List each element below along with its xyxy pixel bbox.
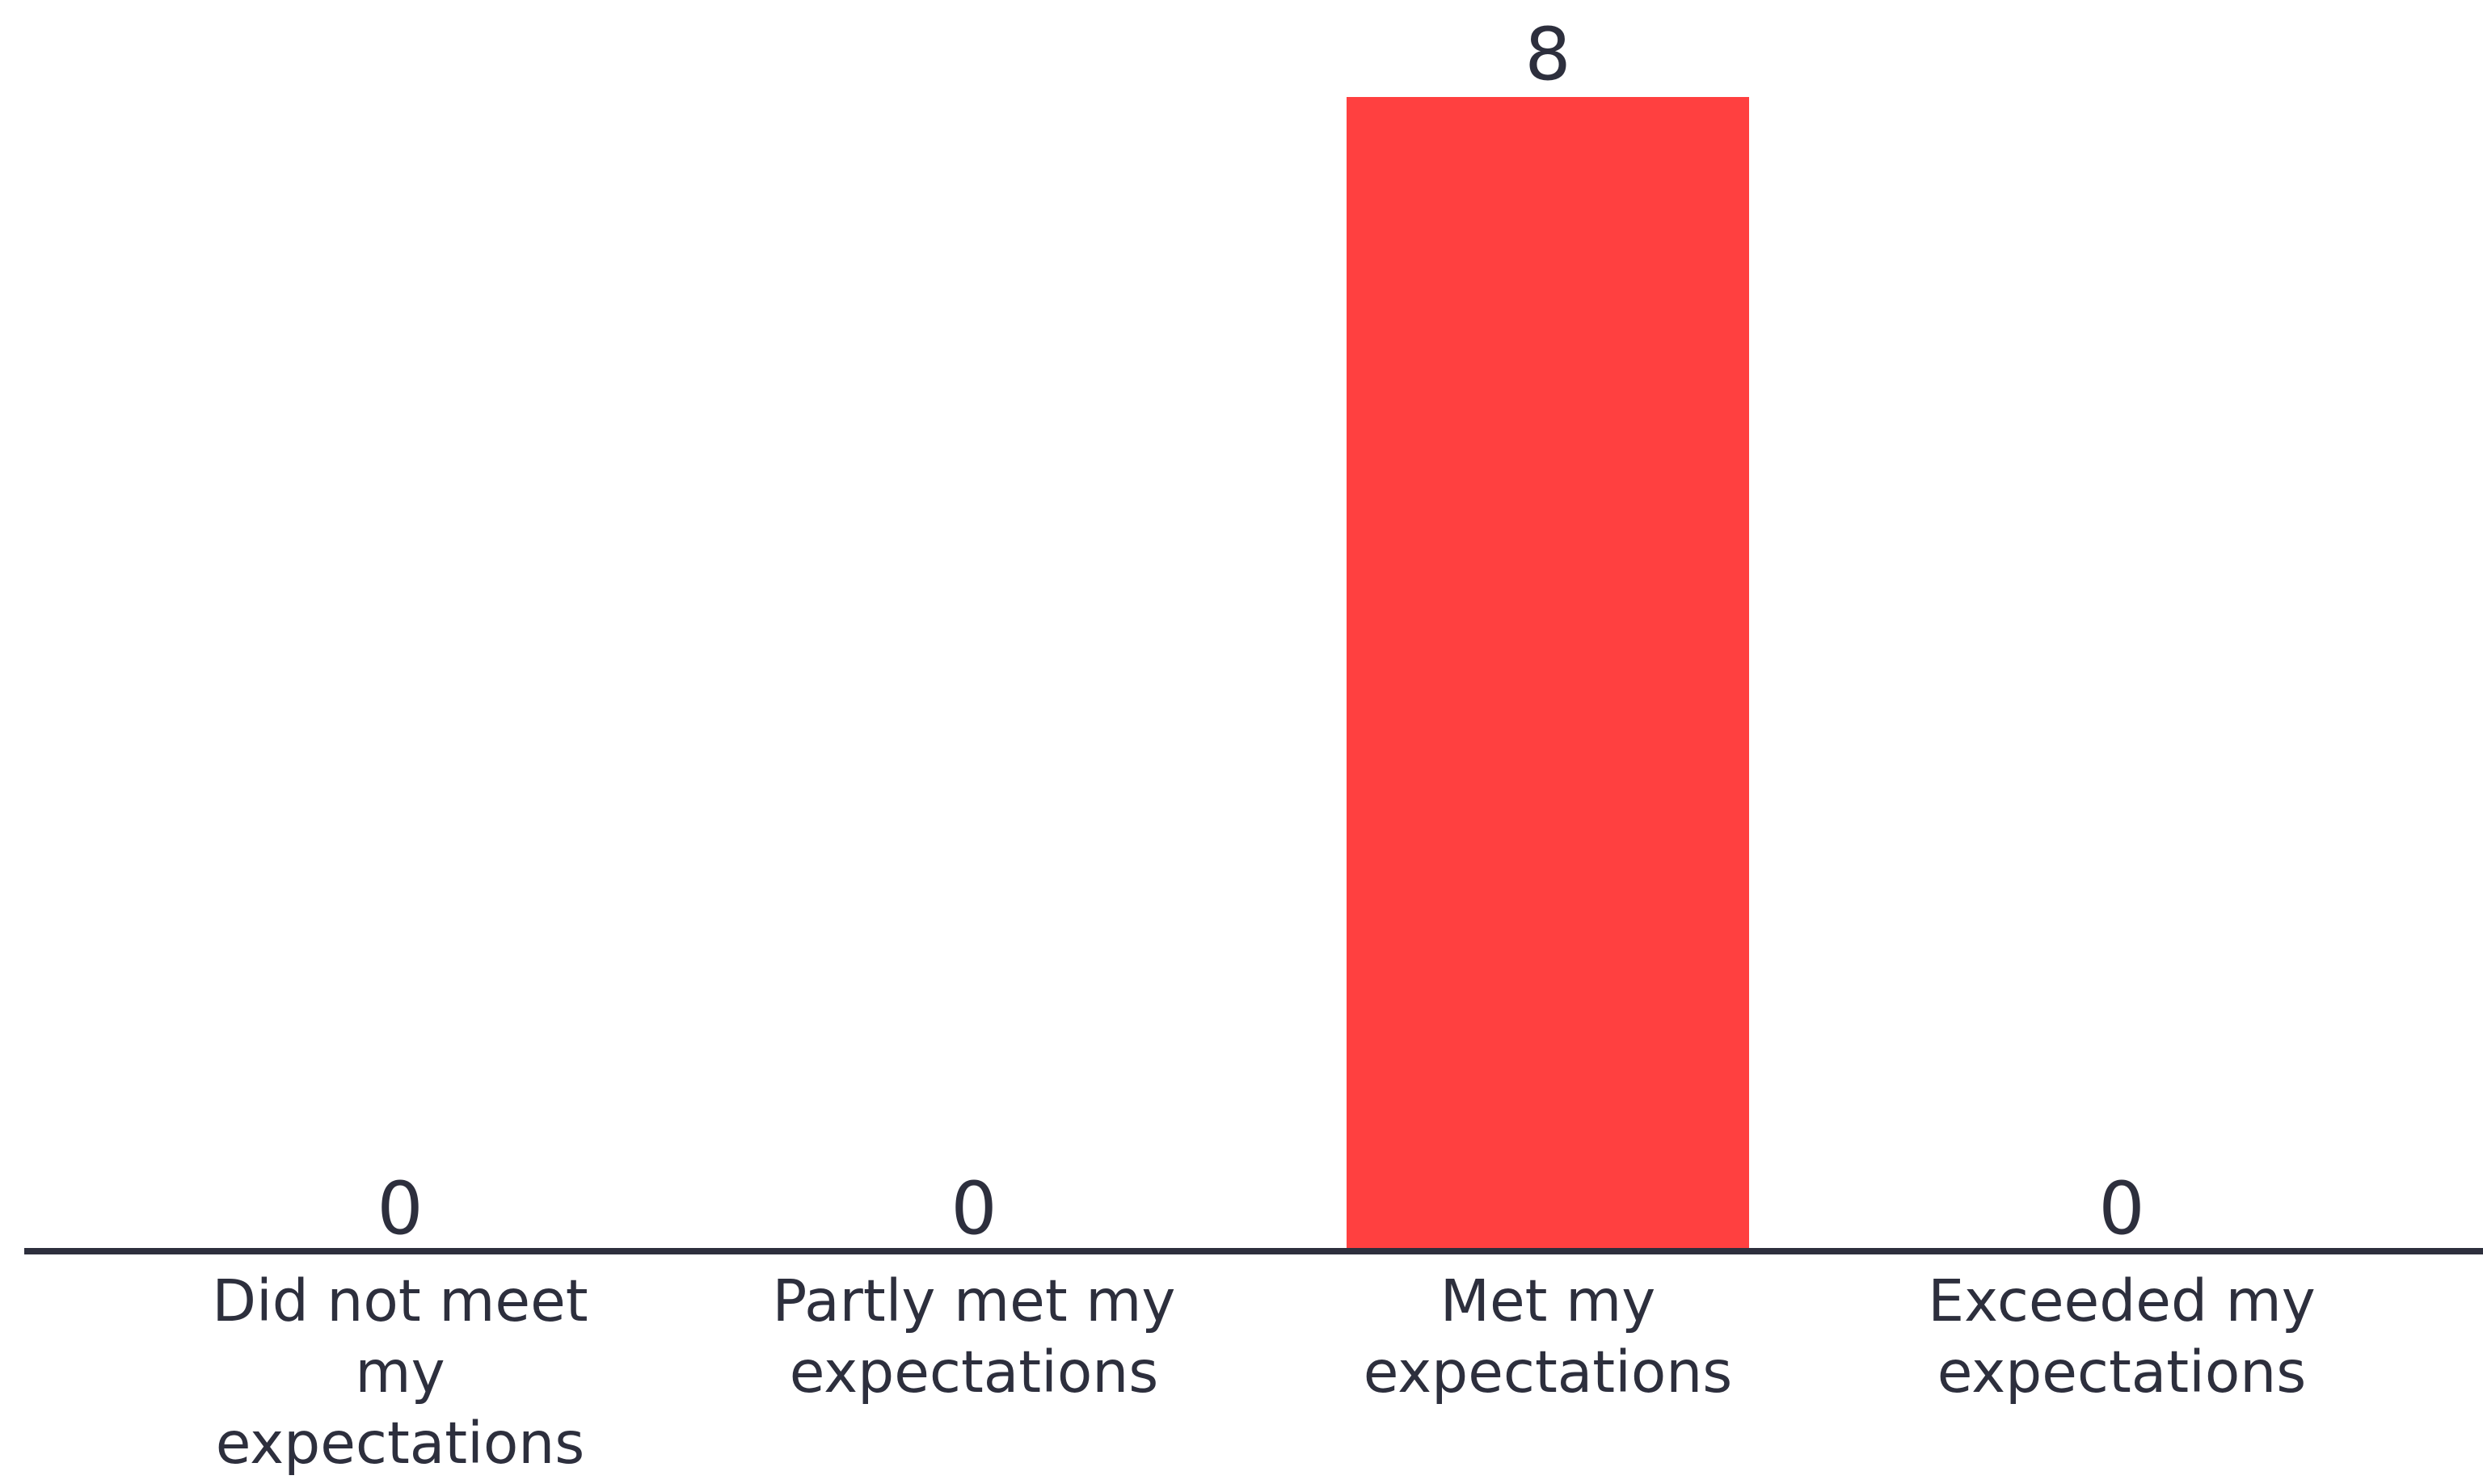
tick-label-did-not-meet-my-expectations-line-3: expectations <box>216 1410 585 1477</box>
bars-group <box>1347 97 1749 1251</box>
tick-label-partly-met-my-expectations-line-1: Partly met my <box>773 1267 1176 1334</box>
tick-label-did-not-meet-my-expectations-line-1: Did not meet <box>212 1267 588 1334</box>
data-label-exceeded-my-expectations: 0 <box>2098 1166 2144 1251</box>
bar-met-my-expectations <box>1347 97 1749 1251</box>
tick-label-did-not-meet-my-expectations-line-2: my <box>355 1339 445 1406</box>
tick-label-partly-met-my-expectations-line-2: expectations <box>790 1339 1159 1406</box>
tick-label-met-my-expectations-line-2: expectations <box>1364 1339 1733 1406</box>
value-labels-group: 0 0 8 0 <box>377 12 2144 1251</box>
tick-label-met-my-expectations-line-1: Met my <box>1440 1267 1656 1334</box>
data-label-met-my-expectations: 8 <box>1524 12 1570 97</box>
data-label-did-not-meet-my-expectations: 0 <box>377 1166 423 1251</box>
data-label-partly-met-my-expectations: 0 <box>951 1166 997 1251</box>
tick-label-exceeded-my-expectations-line-2: expectations <box>1937 1339 2307 1406</box>
tick-label-exceeded-my-expectations-line-1: Exceeded my <box>1928 1267 2316 1334</box>
